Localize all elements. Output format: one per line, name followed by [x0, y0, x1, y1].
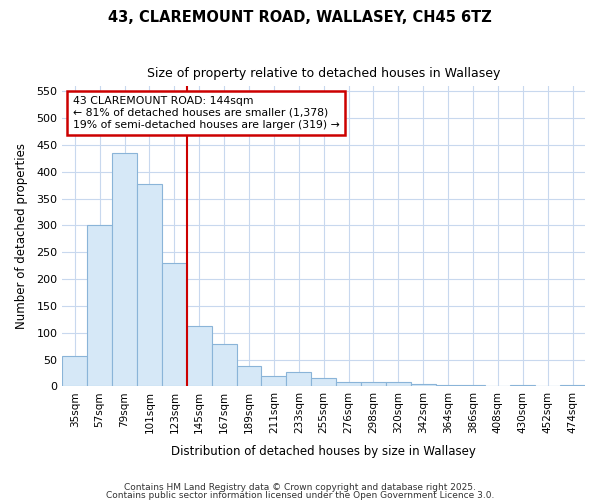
Bar — [286, 372, 311, 386]
Bar — [87, 226, 112, 386]
Bar — [461, 385, 485, 386]
Text: Contains HM Land Registry data © Crown copyright and database right 2025.: Contains HM Land Registry data © Crown c… — [124, 484, 476, 492]
Text: Contains public sector information licensed under the Open Government Licence 3.: Contains public sector information licen… — [106, 490, 494, 500]
Bar — [137, 184, 162, 386]
Bar — [336, 382, 361, 386]
Bar — [112, 153, 137, 386]
Bar — [212, 344, 236, 387]
Bar — [162, 263, 187, 386]
Bar — [62, 356, 87, 386]
Bar — [187, 326, 212, 386]
Bar — [436, 385, 461, 386]
Bar — [236, 366, 262, 386]
Bar — [262, 376, 286, 386]
X-axis label: Distribution of detached houses by size in Wallasey: Distribution of detached houses by size … — [171, 444, 476, 458]
Bar — [386, 382, 411, 386]
Bar — [311, 378, 336, 386]
Text: 43, CLAREMOUNT ROAD, WALLASEY, CH45 6TZ: 43, CLAREMOUNT ROAD, WALLASEY, CH45 6TZ — [108, 10, 492, 25]
Bar — [361, 382, 386, 386]
Title: Size of property relative to detached houses in Wallasey: Size of property relative to detached ho… — [147, 68, 500, 80]
Text: 43 CLAREMOUNT ROAD: 144sqm
← 81% of detached houses are smaller (1,378)
19% of s: 43 CLAREMOUNT ROAD: 144sqm ← 81% of deta… — [73, 96, 340, 130]
Y-axis label: Number of detached properties: Number of detached properties — [15, 143, 28, 329]
Bar — [411, 384, 436, 386]
